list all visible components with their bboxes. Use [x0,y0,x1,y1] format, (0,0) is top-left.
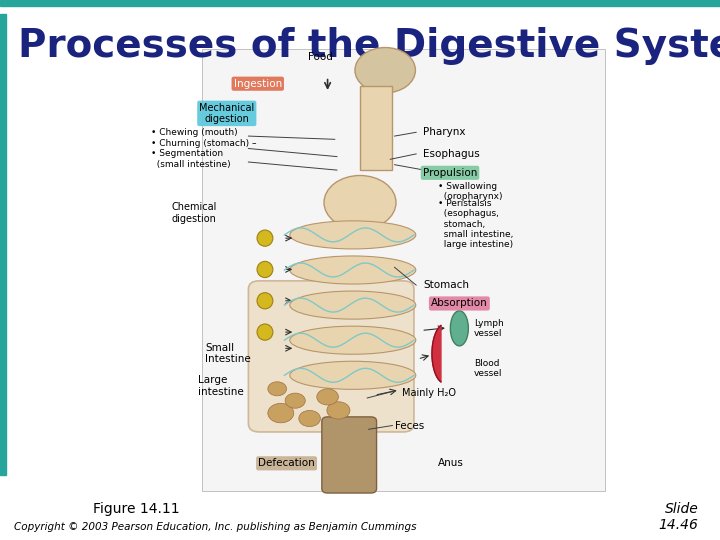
Text: Anus: Anus [438,458,464,468]
FancyBboxPatch shape [322,417,377,493]
Text: Blood
vessel: Blood vessel [474,359,503,378]
Ellipse shape [257,293,273,309]
Text: Esophagus: Esophagus [423,149,480,159]
Ellipse shape [289,221,416,249]
Text: Chemical
digestion: Chemical digestion [171,202,217,224]
Ellipse shape [289,361,416,389]
Text: Mainly H₂O: Mainly H₂O [402,388,456,398]
Text: Lymph
vessel: Lymph vessel [474,319,503,338]
Text: Copyright © 2003 Pearson Education, Inc. publishing as Benjamin Cummings: Copyright © 2003 Pearson Education, Inc.… [14,522,417,531]
Text: Absorption: Absorption [431,299,487,308]
Text: Stomach: Stomach [423,280,469,290]
Text: • Peristalsis
  (esophagus,
  stomach,
  small intestine,
  large intestine): • Peristalsis (esophagus, stomach, small… [438,199,513,249]
Text: Slide
14.46: Slide 14.46 [659,502,698,532]
Text: Small
Intestine: Small Intestine [205,343,251,364]
FancyBboxPatch shape [360,86,392,170]
Text: Large
intestine: Large intestine [198,375,244,397]
Text: Figure 14.11: Figure 14.11 [94,502,180,516]
Ellipse shape [257,261,273,278]
Text: Ingestion: Ingestion [233,79,282,89]
FancyBboxPatch shape [202,49,605,491]
Text: Mechanical
digestion: Mechanical digestion [199,103,254,124]
Text: Defecation: Defecation [258,458,315,468]
Text: Propulsion: Propulsion [423,168,477,178]
Text: Feces: Feces [395,421,424,430]
Ellipse shape [289,256,416,284]
Polygon shape [432,326,441,382]
Circle shape [317,389,338,405]
Ellipse shape [289,326,416,354]
Circle shape [268,403,294,423]
Ellipse shape [257,230,273,246]
Text: Food: Food [308,52,333,62]
Ellipse shape [324,176,396,230]
Text: • Swallowing
  (oropharynx): • Swallowing (oropharynx) [438,182,503,201]
Ellipse shape [451,310,469,346]
Ellipse shape [289,291,416,319]
Circle shape [327,402,350,419]
Bar [0,0,720,6]
Circle shape [285,393,305,408]
Ellipse shape [257,324,273,340]
Circle shape [299,410,320,427]
Text: Pharynx: Pharynx [423,127,466,137]
Circle shape [268,382,287,396]
Text: Processes of the Digestive System: Processes of the Digestive System [18,27,720,65]
Bar [0,14,6,475]
Circle shape [355,48,415,93]
Text: • Chewing (mouth)
• Churning (stomach) –
• Segmentation
  (small intestine): • Chewing (mouth) • Churning (stomach) –… [151,129,257,168]
FancyBboxPatch shape [248,281,414,432]
